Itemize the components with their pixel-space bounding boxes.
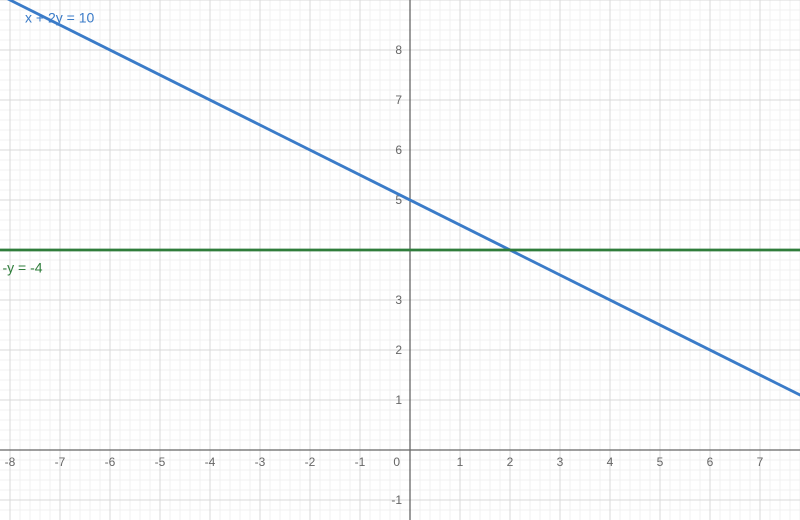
x-tick-label: -5 (155, 455, 166, 469)
x-tick-label: 4 (607, 455, 614, 469)
y-tick-label: 6 (395, 143, 402, 157)
x-tick-label: -2 (305, 455, 316, 469)
x-tick-label: -6 (105, 455, 116, 469)
x-tick-label: -3 (255, 455, 266, 469)
minor-gridlines (0, 0, 800, 520)
x-tick-label: -4 (205, 455, 216, 469)
x-tick-label: 6 (707, 455, 714, 469)
line-blue-label: x + 2y = 10 (25, 10, 94, 26)
x-tick-label: 5 (657, 455, 664, 469)
y-tick-label: 3 (395, 293, 402, 307)
graph-plot: -8-7-6-5-4-3-2-101234567-11235678x + 2y … (0, 0, 800, 520)
y-tick-label: 2 (395, 343, 402, 357)
graph-svg: -8-7-6-5-4-3-2-101234567-11235678x + 2y … (0, 0, 800, 520)
x-tick-label: 1 (457, 455, 464, 469)
y-tick-label: -1 (391, 493, 402, 507)
x-tick-label: -8 (5, 455, 16, 469)
y-tick-label: 8 (395, 43, 402, 57)
x-tick-label: 3 (557, 455, 564, 469)
x-tick-label: 2 (507, 455, 514, 469)
y-tick-label: 1 (395, 393, 402, 407)
x-tick-label: 7 (757, 455, 764, 469)
x-tick-label: -7 (55, 455, 66, 469)
x-tick-label: -1 (355, 455, 366, 469)
y-tick-label: 7 (395, 93, 402, 107)
x-tick-label: 0 (393, 455, 400, 469)
line-green-label: -y = -4 (3, 260, 43, 276)
